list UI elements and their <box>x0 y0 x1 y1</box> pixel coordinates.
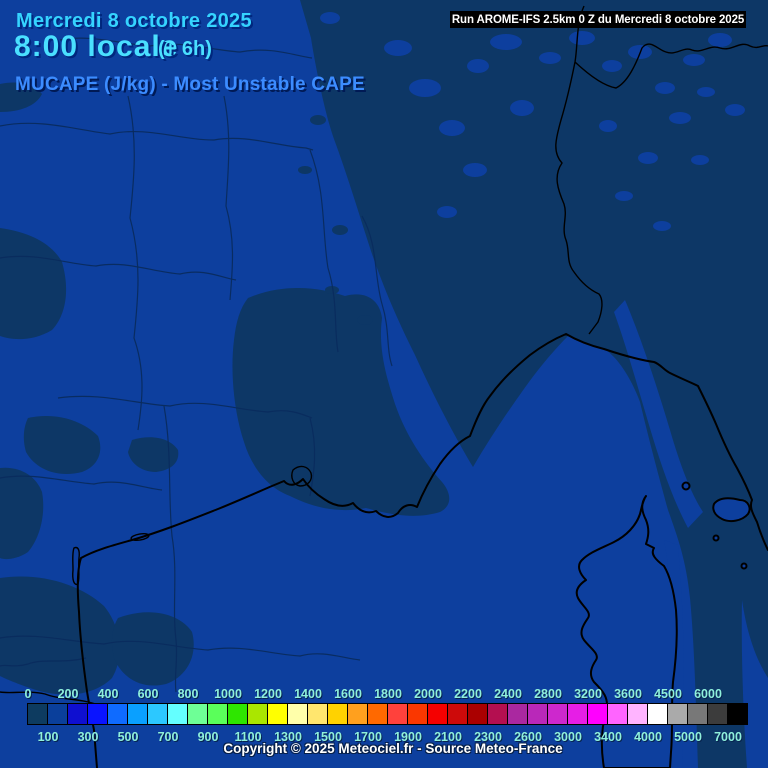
scale-swatch <box>448 704 467 724</box>
scale-label: 4000 <box>634 730 662 744</box>
scale-label: 1300 <box>274 730 302 744</box>
scale-label: 4500 <box>654 687 682 701</box>
local-time-label: 8:00 locale <box>14 30 179 63</box>
corsica-island <box>575 481 751 768</box>
scale-label: 2100 <box>434 730 462 744</box>
scale-label: 3000 <box>554 730 582 744</box>
scale-swatch <box>528 704 547 724</box>
scale-label: 1700 <box>354 730 382 744</box>
scale-swatch <box>428 704 447 724</box>
scale-label: 3200 <box>574 687 602 701</box>
scale-label: 3600 <box>614 687 642 701</box>
scale-swatch <box>308 704 327 724</box>
scale-label: 700 <box>157 730 179 744</box>
scale-label: 100 <box>37 730 59 744</box>
scale-label: 1100 <box>234 730 262 744</box>
scale-swatch <box>608 704 627 724</box>
coastline <box>72 333 768 768</box>
scale-swatch <box>468 704 487 724</box>
scale-swatch <box>488 704 507 724</box>
scale-swatch <box>568 704 587 724</box>
scale-label: 3400 <box>594 730 622 744</box>
small-island <box>740 562 748 570</box>
scale-swatch <box>168 704 187 724</box>
scale-swatch <box>68 704 87 724</box>
variable-title: MUCAPE (J/kg) - Most Unstable CAPE <box>15 74 365 95</box>
scale-swatch <box>188 704 207 724</box>
scale-swatch <box>728 704 747 724</box>
scale-swatch <box>588 704 607 724</box>
scale-label: 2600 <box>514 730 542 744</box>
department-borders <box>0 37 653 693</box>
scale-swatch <box>268 704 287 724</box>
bright-sea-streaks <box>320 12 768 768</box>
scale-label: 1000 <box>214 687 242 701</box>
scale-label: 1500 <box>314 730 342 744</box>
scale-label: 500 <box>117 730 139 744</box>
scale-label: 400 <box>97 687 119 701</box>
scale-label: 2000 <box>414 687 442 701</box>
scale-swatch <box>128 704 147 724</box>
scale-swatch <box>288 704 307 724</box>
scale-swatch <box>348 704 367 724</box>
scale-label: 2200 <box>454 687 482 701</box>
scale-swatch <box>88 704 107 724</box>
scale-swatch <box>328 704 347 724</box>
scale-label: 2800 <box>534 687 562 701</box>
scale-label: 900 <box>197 730 219 744</box>
scale-label: 0 <box>24 687 32 701</box>
date-label: Mercredi 8 octobre 2025 <box>16 10 252 32</box>
scale-labels-bottom: 100 300 500 700 900 1100 1300 1500 1700 1900 2100 2… <box>28 730 768 744</box>
elba-island <box>712 497 751 523</box>
scale-label: 800 <box>177 687 199 701</box>
small-island <box>712 534 720 542</box>
scale-swatch <box>408 704 427 724</box>
scale-swatch <box>548 704 567 724</box>
scale-label: 1900 <box>394 730 422 744</box>
scale-label: 1600 <box>334 687 362 701</box>
scale-swatch <box>208 704 227 724</box>
scale-swatch <box>248 704 267 724</box>
scale-swatch <box>148 704 167 724</box>
scale-label: 5000 <box>674 730 702 744</box>
scale-label: 600 <box>137 687 159 701</box>
scale-swatch-row <box>27 703 748 725</box>
scale-swatch <box>368 704 387 724</box>
scale-label: 2400 <box>494 687 522 701</box>
scale-label: 7000 <box>714 730 742 744</box>
scale-swatch <box>108 704 127 724</box>
scale-swatch <box>388 704 407 724</box>
run-info-box: Run AROME-IFS 2.5km 0 Z du Mercredi 8 oc… <box>450 11 746 28</box>
scale-swatch <box>648 704 667 724</box>
scale-swatch <box>668 704 687 724</box>
forecast-offset-label: (+ 6h) <box>158 38 212 60</box>
small-island <box>681 481 691 491</box>
scale-labels-top: 0 200 400 600 800 1000 1200 1400 1600 1800 2000 220… <box>24 687 768 701</box>
scale-label: 6000 <box>694 687 722 701</box>
scale-swatch <box>48 704 67 724</box>
scale-label: 1800 <box>374 687 402 701</box>
scale-swatch <box>28 704 47 724</box>
scale-swatch <box>508 704 527 724</box>
scale-label: 200 <box>57 687 79 701</box>
scale-label: 1200 <box>254 687 282 701</box>
scale-swatch <box>708 704 727 724</box>
scale-label: 1400 <box>294 687 322 701</box>
scale-swatch <box>688 704 707 724</box>
scale-label: 2300 <box>474 730 502 744</box>
scale-swatch <box>228 704 247 724</box>
country-border <box>0 5 768 706</box>
scale-swatch <box>628 704 647 724</box>
scale-label: 300 <box>77 730 99 744</box>
copyright-label: Copyright © 2025 Meteociel.fr - Source M… <box>223 741 563 756</box>
